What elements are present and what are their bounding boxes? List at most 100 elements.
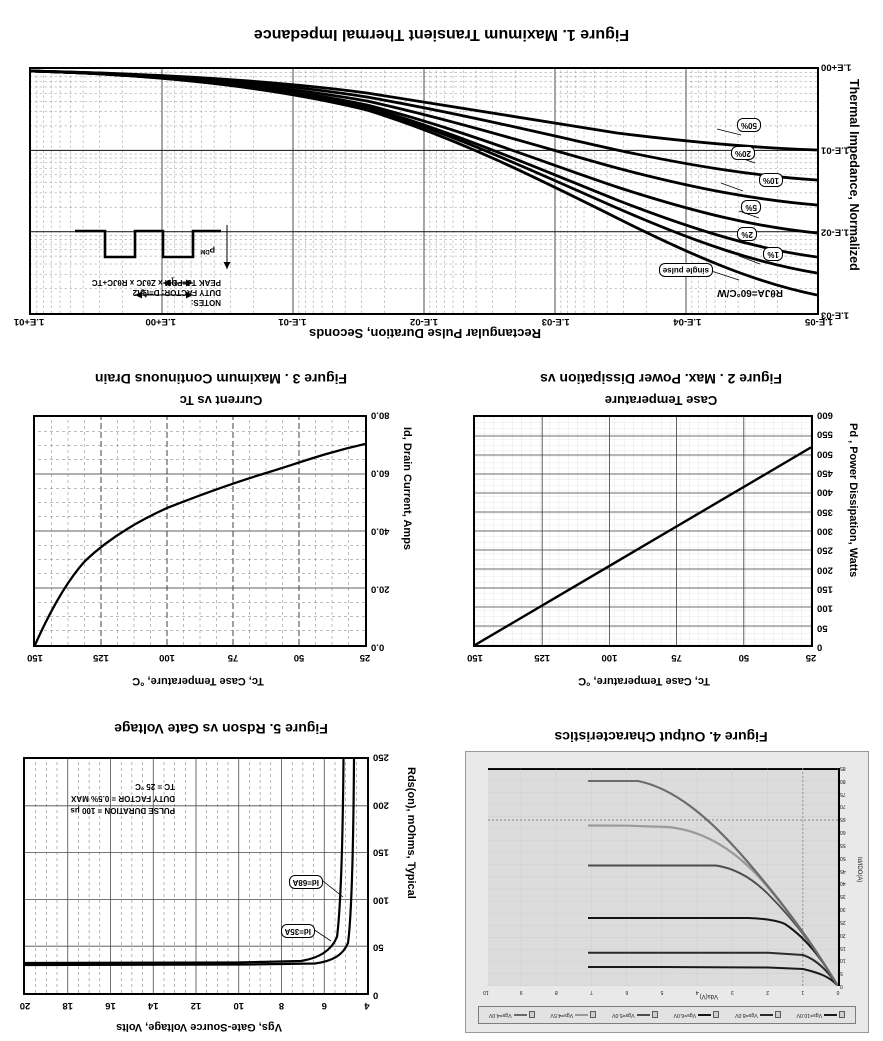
figure-3-y-tick-0: 0.0 (371, 641, 385, 653)
figure-4-x-tick-7: 7 (590, 989, 593, 995)
figure-4-y-tick-16: 80 (840, 777, 846, 784)
figure-5-plot-area: Id=35A Id=68A PULSE DURATION = 100 μs DU… (23, 757, 369, 995)
figure-3-y-tick-3: 60.0 (371, 467, 390, 479)
figure-4-y-tick-12: 60 (840, 829, 846, 836)
figure-1-y-tick-2: 1.E-01 (821, 144, 849, 156)
figure-4-legend-marker-icon (839, 1011, 846, 1019)
figure-4-legend: Vgs=10.0V Vgs=8.0V Vgs=6.0V Vgs=5.0V Vgs=4.5… (478, 1006, 856, 1024)
figure-5-x-tick-6: 16 (105, 1000, 116, 1011)
figure-5-x-axis-title: Vgs, Gate-Source Voltage, Volts (116, 1021, 282, 1033)
figure-4-legend-item-1[interactable]: Vgs=8.0V (735, 1011, 781, 1019)
figure-4-y-tick-10: 50 (840, 854, 846, 861)
figure-4-x-tick-4: 4 (695, 989, 699, 995)
figure-1-y-tick-3: 1.E+00 (821, 61, 852, 73)
figure-4-x-tick-5: 5 (660, 989, 664, 995)
figure-2-y-tick-9: 450 (817, 467, 833, 479)
figure-4-legend-line-swatch (824, 1014, 838, 1016)
figure-5-y-tick-0: 0 (373, 989, 379, 1001)
figure-1-curve-label-1pct: 1% (763, 247, 783, 261)
figure-4-legend-marker-icon (774, 1011, 781, 1019)
figure-2-caption-line2: Case Temperature (604, 393, 718, 408)
figure-1-rthja-annotation: RθJA=60°C/W (717, 287, 783, 298)
figure-5-x-tick-4: 12 (190, 1000, 202, 1011)
figure-4-legend-label: Vgs=10.0V (796, 1012, 823, 1018)
figure-4-plot-area: 0 5 10 15 20 25 30 35 40 45 50 55 60 65 70 75 80 85 0 1 2 3 4 5… (483, 765, 845, 995)
figure-4-legend-label: Vgs=6.0V (673, 1012, 697, 1018)
figure-4-x-tick-2: 2 (766, 989, 769, 995)
figure-2-x-tick-1: 50 (738, 652, 750, 663)
figure-5-y-tick-3: 150 (373, 846, 389, 858)
figure-4-legend-label: Vgs=8.0V (735, 1012, 758, 1018)
figure-1-x-axis-title: Rectangular Pulse Duration, Seconds (309, 326, 541, 341)
figure-4-legend-item-0[interactable]: Vgs=10.0V (796, 1011, 846, 1019)
figure-3-y-tick-2: 40.0 (371, 525, 390, 537)
figure-3-x-tick-4: 125 (93, 652, 109, 663)
figure-4-legend-line-swatch (513, 1014, 527, 1016)
figure-1-x-tick-4: 1.E-01 (278, 316, 307, 327)
figure-4-x-axis-title: Vds(V) (699, 993, 718, 999)
figure-4-x-tick-8: 8 (555, 989, 558, 995)
figure-1-curve-label-2pct: 2% (737, 227, 757, 241)
figure-2-y-tick-8: 400 (817, 486, 833, 498)
figure-5-rdson-vs-gate-voltage: Vgs, Gate-Source Voltage, Volts Rds(on),… (3, 701, 439, 1037)
figure-5-curve-label-id68a: Id=68A (288, 875, 323, 889)
figure-4-legend-item-5[interactable]: Vgs=4.0V (489, 1011, 535, 1019)
figure-4-y-tick-3: 15 (840, 944, 846, 951)
figure-5-y-tick-2: 100 (373, 894, 389, 906)
figure-4-chart-frame: Vgs=10.0V Vgs=8.0V Vgs=6.0V Vgs=5.0V Vgs=4.5… (465, 751, 869, 1033)
figure-5-x-tick-5: 14 (147, 1000, 159, 1011)
figure-2-y-tick-6: 300 (817, 525, 833, 537)
figure-4-curves (486, 768, 838, 986)
figure-1-curve-label-10pct: 10% (758, 173, 783, 187)
figure-4-x-tick-9: 9 (519, 989, 523, 995)
figure-2-x-axis-title: Tc, Case Temperature, °C (578, 675, 710, 687)
figure-4-x-tick-0: 0 (836, 989, 840, 995)
figure-4-legend-marker-icon (528, 1011, 535, 1019)
figure-2-x-tick-0: 25 (805, 652, 817, 663)
figure-2-caption-line1: Figure 2 . Max. Power Dissipation vs (540, 371, 782, 387)
figure-2-curve (475, 417, 811, 645)
figure-4-legend-line-swatch (759, 1014, 773, 1016)
figure-3-plot-area (33, 415, 367, 647)
figure-4-legend-line-swatch (698, 1014, 712, 1016)
figure-2-plot-area (473, 415, 813, 647)
figure-4-y-tick-7: 35 (840, 893, 846, 900)
figure-3-x-tick-3: 100 (159, 652, 175, 663)
figure-1-x-tick-1: 1.E-04 (673, 316, 702, 327)
figure-1-waveform-t2-label: t2 (140, 287, 147, 299)
figure-2-y-tick-10: 500 (817, 448, 833, 460)
figure-4-legend-item-4[interactable]: Vgs=4.5V (550, 1011, 597, 1019)
figure-4-y-tick-4: 20 (840, 931, 846, 938)
figure-1-notes-peak-tj: PEAK TJ=PDM x ZθJC x RθJC+TC (91, 278, 221, 287)
figure-4-legend-marker-icon (590, 1011, 597, 1019)
figure-2-max-power-dissipation: Tc, Case Temperature, °C Pd , Power Diss… (443, 355, 879, 695)
figure-1-transient-thermal-impedance: Rectangular Pulse Duration, Seconds Ther… (8, 3, 875, 341)
figure-4-y-tick-1: 5 (840, 970, 843, 977)
figure-5-curves (25, 759, 367, 993)
figure-5-note-tc: TC = 25 °C (135, 782, 175, 791)
figure-4-legend-item-3[interactable]: Vgs=5.0V (612, 1011, 658, 1019)
figure-1-curve-label-50pct: 50% (736, 118, 761, 132)
figure-3-y-tick-4: 80.0 (371, 409, 390, 421)
figure-4-output-characteristics: Vgs=10.0V Vgs=8.0V Vgs=6.0V Vgs=5.0V Vgs=4.5… (443, 701, 879, 1037)
figure-1-waveform-t1-label: t1 (170, 275, 177, 287)
figure-4-y-tick-5: 25 (840, 918, 846, 925)
figure-3-x-tick-2: 75 (227, 652, 239, 663)
figure-1-y-tick-0: 1.E-03 (821, 309, 849, 321)
figure-3-curve (35, 417, 365, 645)
figure-1-caption: Figure 1. Maximum Transient Thermal Impe… (253, 26, 630, 43)
figure-4-y-axis-title: Id/IDO(A) (856, 857, 862, 883)
figure-5-x-tick-3: 10 (233, 1000, 245, 1011)
figure-4-legend-item-2[interactable]: Vgs=6.0V (673, 1011, 720, 1019)
figure-1-curve-label-single-pulse: single pulse (658, 263, 713, 277)
figure-4-y-tick-2: 10 (840, 957, 846, 964)
figure-4-legend-marker-icon (651, 1011, 658, 1019)
figure-4-y-tick-11: 55 (840, 841, 846, 848)
figure-5-x-tick-7: 18 (62, 1000, 74, 1011)
figure-3-y-tick-1: 20.0 (371, 583, 390, 595)
figure-1-curve-label-5pct: 5% (741, 200, 761, 214)
figure-2-x-tick-5: 150 (467, 652, 483, 663)
figure-1-notes-title: NOTES: (190, 298, 221, 307)
